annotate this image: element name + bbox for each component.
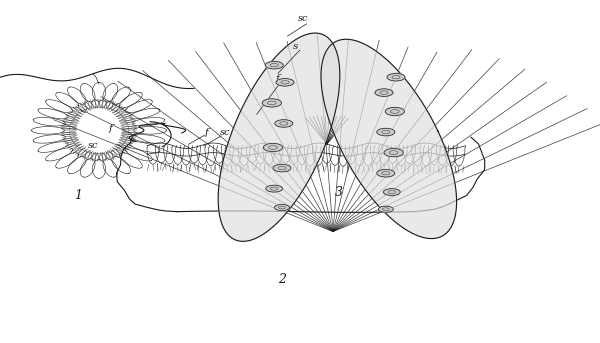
Text: f: f [109, 124, 113, 133]
Ellipse shape [377, 128, 395, 136]
Ellipse shape [385, 107, 404, 116]
Text: sc: sc [220, 128, 230, 137]
Text: 2: 2 [278, 273, 286, 286]
Ellipse shape [377, 169, 395, 177]
Ellipse shape [263, 143, 283, 152]
Ellipse shape [273, 164, 291, 172]
Polygon shape [218, 33, 340, 241]
Ellipse shape [262, 99, 281, 107]
Ellipse shape [384, 149, 403, 157]
Text: 1: 1 [74, 189, 82, 202]
Ellipse shape [266, 185, 283, 192]
Text: 3: 3 [335, 186, 343, 199]
Polygon shape [321, 39, 457, 239]
Text: s: s [293, 42, 298, 51]
Ellipse shape [379, 206, 394, 212]
Ellipse shape [383, 189, 400, 196]
Ellipse shape [387, 73, 405, 81]
Ellipse shape [276, 79, 294, 86]
Text: f: f [205, 128, 209, 137]
Text: sc: sc [88, 141, 98, 150]
Ellipse shape [265, 61, 283, 69]
Ellipse shape [275, 120, 293, 127]
Ellipse shape [375, 89, 393, 96]
Text: sc: sc [298, 14, 308, 23]
Text: f: f [275, 74, 279, 83]
Ellipse shape [275, 204, 290, 211]
